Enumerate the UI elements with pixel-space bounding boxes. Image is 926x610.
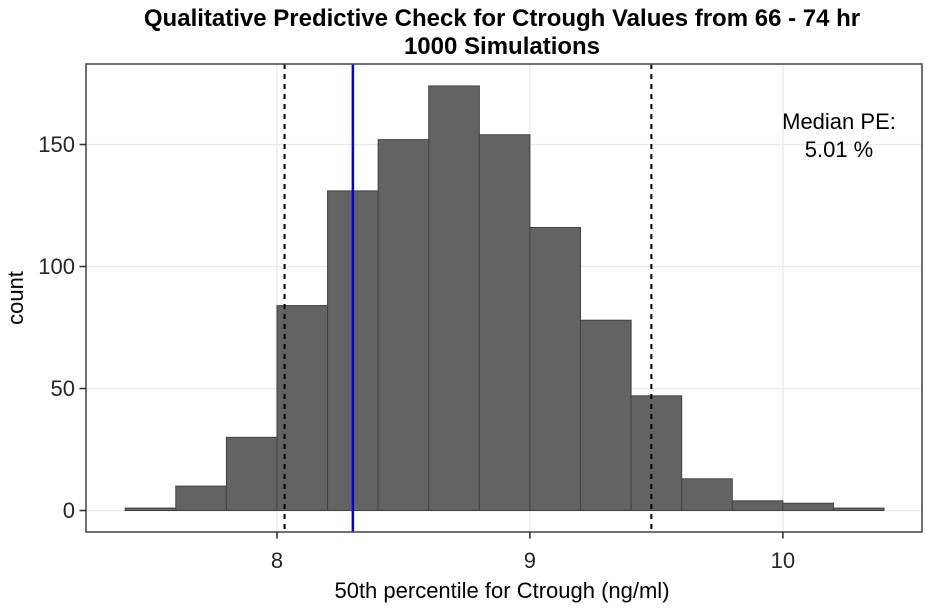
y-axis-title: count bbox=[3, 271, 28, 325]
chart-title: Qualitative Predictive Check for Ctrough… bbox=[144, 5, 860, 32]
chart-subtitle: 1000 Simulations bbox=[404, 33, 600, 60]
histogram-bar bbox=[428, 85, 480, 512]
axis-ticks bbox=[79, 143, 784, 539]
reference-lines bbox=[283, 64, 653, 532]
histogram-bar bbox=[630, 395, 683, 512]
histogram-bar bbox=[175, 485, 227, 512]
x-tick-label: 9 bbox=[524, 548, 536, 573]
histogram-bar bbox=[832, 507, 885, 512]
histogram-bar bbox=[124, 507, 177, 512]
histogram-bar bbox=[782, 502, 834, 512]
y-tick-label: 150 bbox=[38, 132, 75, 157]
y-tick-label: 0 bbox=[63, 498, 75, 523]
x-axis-title: 50th percentile for Ctrough (ng/ml) bbox=[334, 578, 669, 603]
histogram-bar bbox=[478, 134, 531, 512]
x-tick-label: 8 bbox=[271, 548, 283, 573]
x-tick-label: 10 bbox=[771, 548, 795, 573]
y-tick-label: 50 bbox=[51, 376, 75, 401]
histogram-bar bbox=[377, 139, 430, 512]
histogram-bar bbox=[681, 478, 733, 512]
panel-border bbox=[85, 63, 923, 533]
histogram-bar bbox=[731, 500, 784, 512]
median-pe-annotation-value: 5.01 % bbox=[805, 137, 874, 162]
histogram-bar bbox=[225, 436, 278, 512]
histogram-bar bbox=[580, 319, 632, 512]
median-pe-annotation-label: Median PE: bbox=[782, 109, 896, 134]
histogram-bar bbox=[529, 226, 582, 512]
y-tick-label: 100 bbox=[38, 254, 75, 279]
